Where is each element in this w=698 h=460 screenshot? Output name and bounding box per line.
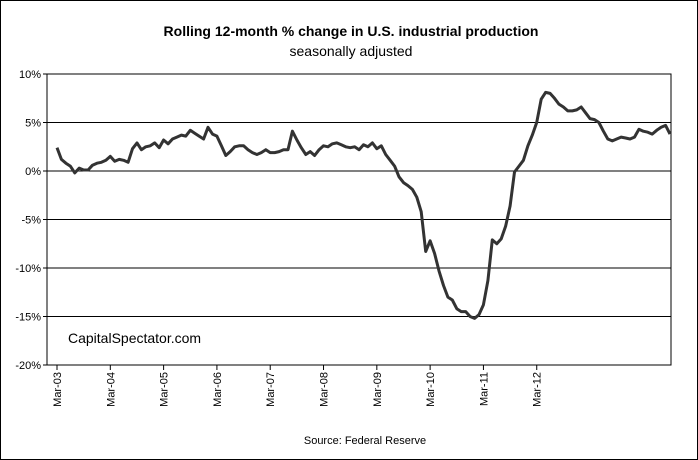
x-tick-label: Mar-10 (425, 372, 437, 407)
x-tick-label: Mar-11 (478, 372, 490, 406)
chart-title: Rolling 12-month % change in U.S. indust… (164, 23, 539, 39)
x-axis-tick-labels: Mar-03 Mar-04 Mar-05 Mar-06 Mar-07 Mar-08 Mar-… (52, 365, 544, 407)
y-tick-label: -10% (15, 263, 41, 275)
grid-lines (47, 122, 671, 317)
series-line (55, 90, 672, 320)
y-tick-label: -15% (15, 312, 41, 324)
chart-subtitle: seasonally adjusted (290, 43, 413, 59)
x-tick-label: Mar-03 (52, 372, 64, 407)
x-tick-label: Mar-09 (372, 372, 384, 407)
y-tick-label: -20% (15, 360, 41, 372)
y-tick-label: 0% (25, 166, 41, 178)
y-tick-label: 5% (25, 118, 41, 130)
x-tick-label: Mar-05 (159, 372, 171, 407)
watermark-text: CapitalSpectator.com (68, 330, 201, 346)
x-tick-label: Mar-07 (265, 372, 277, 407)
x-tick-label: Mar-12 (532, 372, 544, 407)
x-tick-label: Mar-06 (212, 372, 224, 407)
y-tick-label: 10% (19, 69, 41, 81)
y-axis-tick-labels: 10% 5% 0% -5% -10% -15% -20% (15, 69, 47, 372)
y-tick-label: -5% (21, 215, 41, 227)
source-note: Source: Federal Reserve (304, 435, 426, 447)
x-tick-label: Mar-04 (105, 372, 117, 407)
x-tick-label: Mar-08 (319, 372, 331, 407)
